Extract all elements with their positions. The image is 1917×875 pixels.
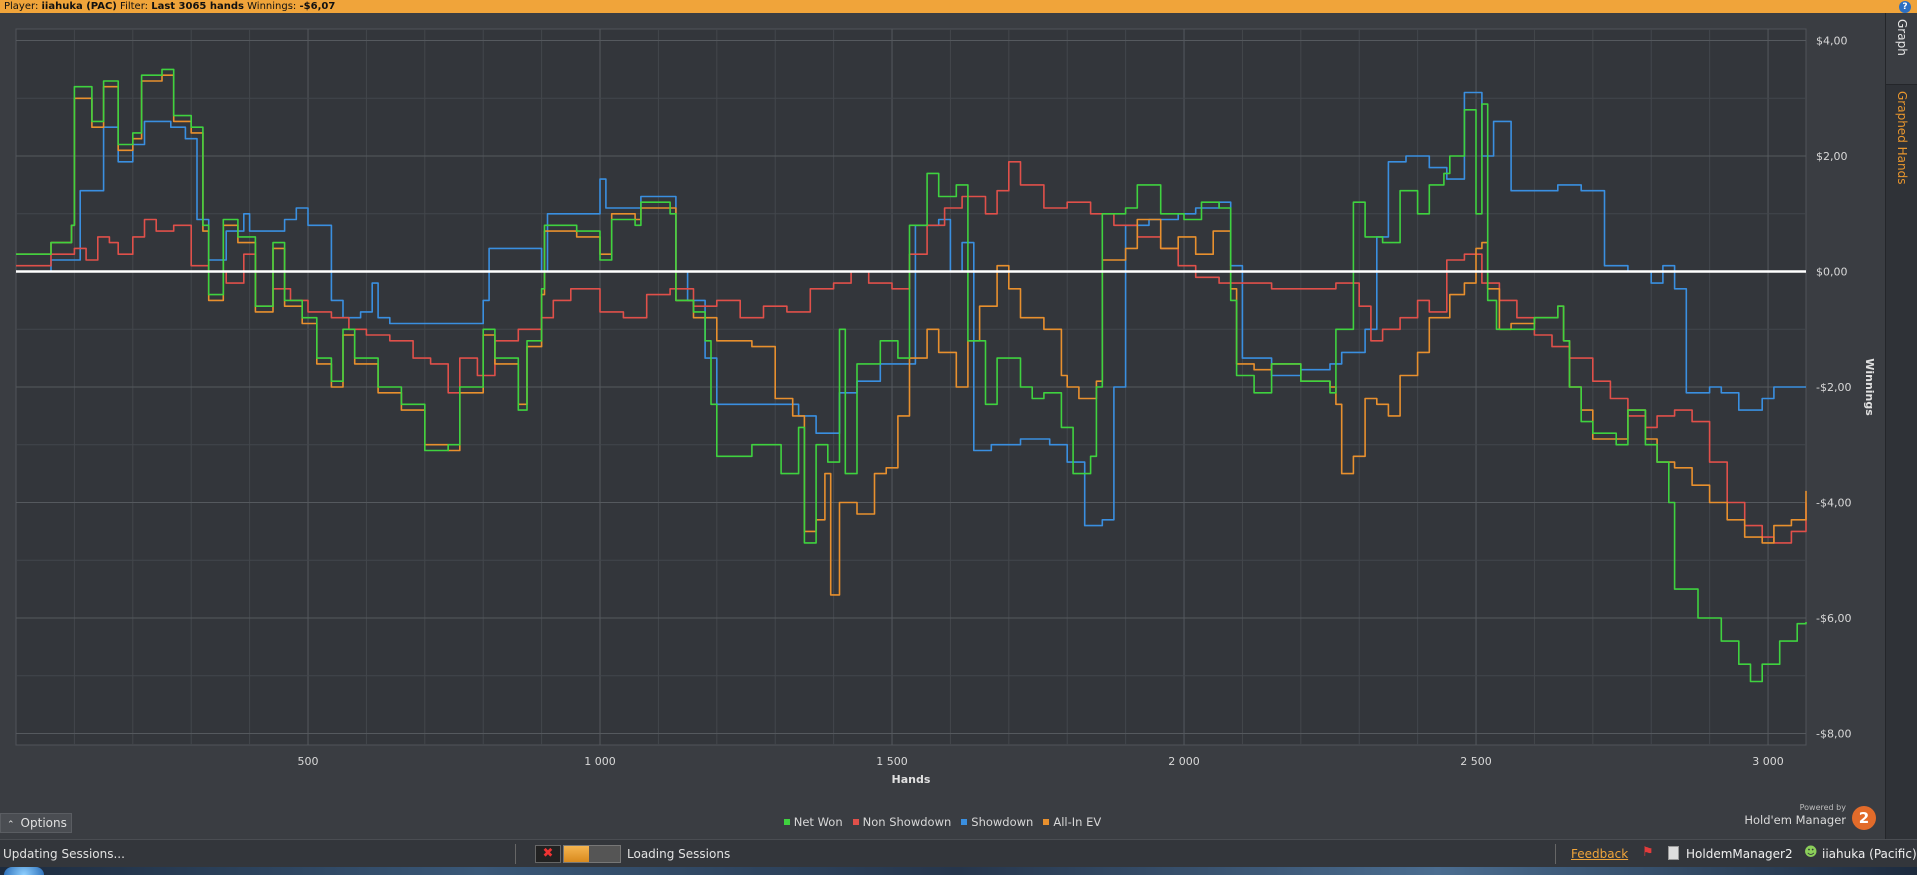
chart-legend: Net Won Non Showdown Showdown All-In EV	[0, 815, 1885, 829]
legend-label: Non Showdown	[862, 815, 952, 829]
legend-swatch	[783, 819, 790, 825]
legend-item[interactable]: All-In EV	[1043, 815, 1101, 829]
side-tabs: Graph Graphed Hands	[1885, 13, 1917, 839]
start-button-icon[interactable]	[4, 867, 44, 875]
winnings-label: Winnings:	[247, 1, 297, 12]
x-tick-label: 2 000	[1168, 755, 1200, 768]
legend-item[interactable]: Non Showdown	[852, 815, 952, 829]
info-header: Player: iiahuka (PAC) Filter: Last 3065 …	[0, 0, 1917, 13]
winnings-graph: 500 1 000 1 500 2 000 2 500 3 000 $4,00 $2,00 $0…	[0, 13, 1885, 839]
x-tick-label: 3 000	[1752, 755, 1784, 768]
y-tick-label: $2,00	[1816, 150, 1848, 163]
x-tick-label: 500	[298, 755, 319, 768]
filter-value: Last 3065 hands	[151, 1, 244, 12]
legend-label: All-In EV	[1053, 815, 1102, 829]
y-axis-label: Winnings	[1863, 358, 1876, 416]
loading-text: Loading Sessions	[627, 847, 731, 861]
legend-swatch	[1043, 819, 1050, 825]
series-line-net-won	[16, 68, 1807, 683]
y-tick-label: $0,00	[1816, 266, 1848, 279]
tab-graphed-hands[interactable]: Graphed Hands	[1895, 91, 1909, 185]
chevron-up-icon: ⌃	[7, 820, 15, 830]
status-divider	[1555, 844, 1556, 864]
series-line-showdown	[16, 91, 1806, 527]
os-taskbar	[0, 867, 1917, 875]
y-tick-label: -$8,00	[1816, 727, 1851, 740]
options-label: Options	[20, 816, 67, 830]
database-icon	[1668, 846, 1679, 860]
close-icon: ✖	[542, 846, 554, 861]
brand-name: Hold'em Manager	[1744, 813, 1846, 827]
legend-label: Net Won	[793, 815, 843, 829]
legend-swatch	[852, 819, 859, 825]
options-button[interactable]: ⌃ Options	[0, 813, 72, 833]
y-tick-label: -$2,00	[1816, 381, 1851, 394]
player-value: iiahuka (PAC)	[41, 1, 117, 12]
feedback-link[interactable]: Feedback	[1571, 847, 1629, 861]
flag-icon[interactable]: ⚑	[1642, 845, 1654, 860]
help-icon[interactable]: ?	[1899, 1, 1911, 13]
loading-progress-bar	[563, 845, 621, 863]
legend-swatch	[961, 819, 968, 825]
y-tick-label: -$4,00	[1816, 496, 1851, 509]
status-bar: Updating Sessions... ✖ Loading Sessions …	[0, 839, 1917, 867]
filter-label: Filter:	[120, 1, 149, 12]
user-icon: ☻	[1804, 845, 1818, 860]
cancel-loading-button[interactable]: ✖	[535, 845, 561, 863]
legend-item[interactable]: Net Won	[783, 815, 843, 829]
database-label[interactable]: HoldemManager2	[1686, 847, 1793, 861]
status-text: Updating Sessions...	[3, 847, 125, 861]
powered-by-text: Powered by	[1799, 803, 1846, 812]
y-tick-label: -$6,00	[1816, 612, 1851, 625]
tab-graph[interactable]: Graph	[1886, 13, 1917, 85]
progress-fill	[564, 846, 590, 862]
x-axis-label: Hands	[892, 773, 931, 786]
chart-svg: 500 1 000 1 500 2 000 2 500 3 000 $4,00 $2,00 $0…	[15, 28, 1876, 786]
powered-by-badge: Powered by Hold'em Manager 2	[1744, 803, 1880, 833]
axis-layer: 500 1 000 1 500 2 000 2 500 3 000 $4,00 $2,00 $0…	[298, 35, 1852, 768]
y-tick-label: $4,00	[1816, 35, 1848, 48]
x-tick-label: 1 000	[584, 755, 616, 768]
player-label: Player:	[4, 1, 39, 12]
series-layer	[16, 68, 1807, 683]
status-divider	[515, 844, 516, 864]
x-tick-label: 2 500	[1460, 755, 1492, 768]
hm2-logo-icon: 2	[1852, 806, 1876, 830]
x-tick-label: 1 500	[876, 755, 908, 768]
winnings-value: -$6,07	[299, 1, 336, 12]
player-label[interactable]: iiahuka (Pacific)	[1822, 847, 1917, 861]
legend-item[interactable]: Showdown	[961, 815, 1033, 829]
legend-label: Showdown	[971, 815, 1034, 829]
